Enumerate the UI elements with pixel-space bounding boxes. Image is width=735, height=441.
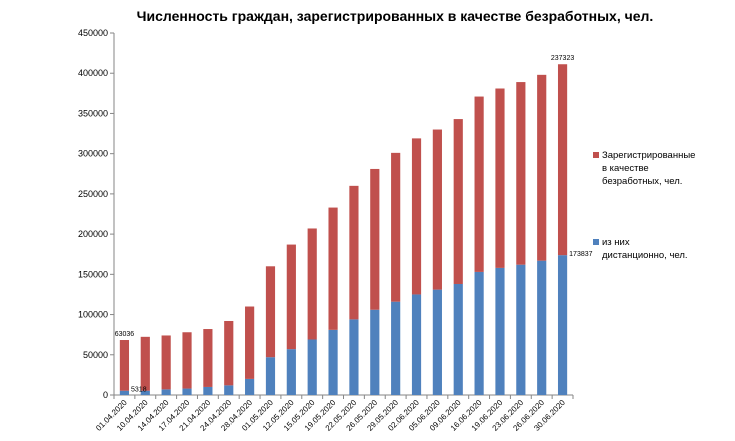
bar-remote: [286, 349, 296, 395]
bar-remote: [432, 289, 442, 395]
bar-registered: [203, 329, 213, 387]
bar-remote: [391, 301, 401, 395]
bar-registered: [453, 119, 463, 284]
y-tick-label: 300000: [78, 149, 108, 159]
bar-remote: [328, 329, 338, 395]
bar-remote: [474, 271, 484, 395]
data-label: 5318: [131, 387, 147, 394]
bar-remote: [307, 339, 317, 395]
bar-remote: [265, 357, 276, 395]
y-tick-label: 200000: [78, 229, 108, 239]
bar-remote: [119, 390, 130, 395]
bar-remote: [349, 319, 359, 395]
y-tick-label: 100000: [78, 310, 108, 320]
y-tick-label: 250000: [78, 189, 108, 199]
bar-registered: [370, 168, 380, 310]
y-tick-label: 150000: [78, 269, 108, 279]
bar-registered: [245, 306, 255, 379]
y-tick-label: 0: [103, 390, 108, 400]
bar-registered: [161, 335, 171, 390]
y-tick-label: 350000: [78, 108, 108, 118]
chart-title: Численность граждан, зарегистрированных …: [137, 8, 654, 24]
bar-remote: [495, 267, 505, 395]
bar-registered: [286, 244, 296, 350]
bar-registered: [474, 96, 484, 272]
y-tick-label: 400000: [78, 68, 108, 78]
bar-remote: [182, 388, 192, 395]
bar-registered: [119, 340, 130, 391]
bar-registered: [349, 185, 359, 320]
bar-registered: [516, 82, 526, 265]
bars: [119, 64, 568, 395]
bar-remote: [411, 294, 422, 395]
data-labels: 63036 5318 237323 173837: [115, 55, 593, 393]
y-tick-label: 50000: [83, 350, 108, 360]
bar-registered: [328, 207, 338, 330]
bar-remote: [453, 283, 463, 395]
bar-remote: [557, 255, 568, 395]
bar-registered: [411, 138, 422, 295]
legend-entry: из них дистанционно, чел.: [602, 237, 688, 261]
bar-remote: [203, 386, 213, 395]
bar-remote: [140, 390, 150, 395]
bar-remote: [245, 378, 255, 395]
bar-registered: [391, 152, 401, 302]
legend: Зарегистрированные в качестве безработных,…: [593, 150, 695, 261]
bar-remote: [161, 389, 171, 395]
legend-entry: Зарегистрированные в качестве безработных,…: [602, 150, 695, 187]
bar-registered: [140, 336, 150, 391]
bar-registered: [265, 266, 276, 358]
bar-registered: [182, 332, 192, 389]
bar-remote: [537, 260, 547, 395]
bar-remote: [224, 385, 234, 395]
legend-swatch: [593, 239, 599, 245]
bar-registered: [307, 228, 317, 340]
bar-remote: [370, 309, 380, 395]
data-label: 63036: [115, 331, 135, 338]
legend-swatch: [593, 152, 599, 158]
bar-registered: [495, 88, 505, 268]
bar-registered: [557, 64, 568, 256]
data-label: 237323: [551, 55, 574, 62]
data-label: 173837: [569, 251, 592, 258]
y-tick-label: 450000: [78, 28, 108, 38]
bar-registered: [224, 320, 234, 386]
bar-registered: [537, 74, 547, 261]
bar-registered: [432, 129, 442, 290]
bar-remote: [516, 264, 526, 395]
